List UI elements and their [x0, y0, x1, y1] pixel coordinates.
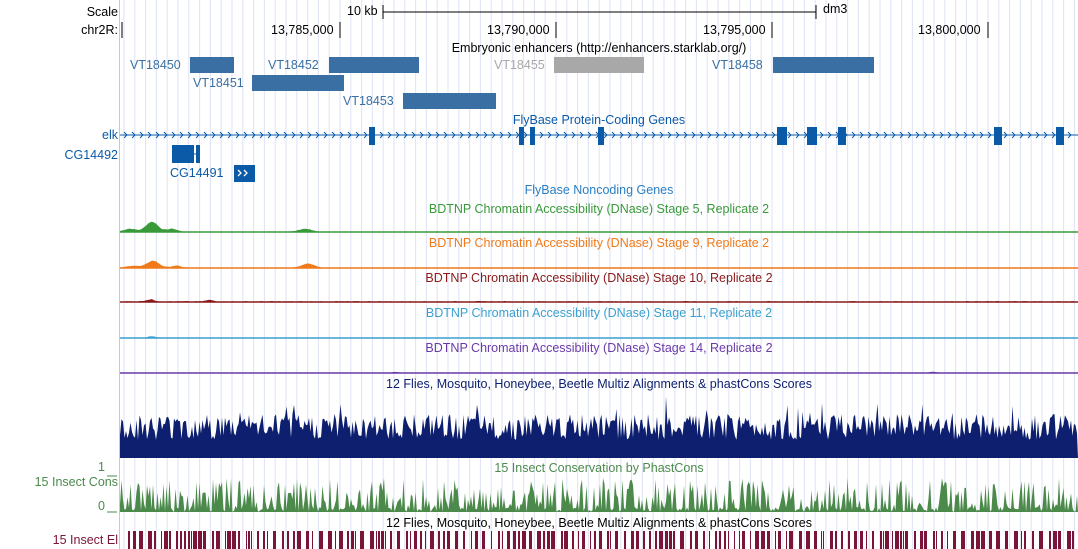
phastcons-track-title[interactable]: 15 Insect Conservation by PhastCons [494, 461, 704, 475]
enhancer-block-vt18452[interactable] [329, 57, 419, 73]
elements-track-title[interactable]: 12 Flies, Mosquito, Honeybee, Beetle Mul… [386, 516, 812, 530]
enhancer-label-vt18453[interactable]: VT18453 [343, 94, 394, 108]
elk-exons[interactable] [369, 127, 1064, 145]
conserved-elements-track[interactable] [128, 531, 1074, 549]
protein-coding-track-title[interactable]: FlyBase Protein-Coding Genes [512, 113, 686, 127]
cg14491-gene-label[interactable]: CG14491 [170, 166, 224, 180]
dnase-stage11-title[interactable]: BDTNP Chromatin Accessibility (DNase) St… [425, 306, 773, 320]
dnase-stage9-title[interactable]: BDTNP Chromatin Accessibility (DNase) St… [428, 236, 770, 250]
ruler-position-2: 13,790,000 [487, 23, 550, 37]
dnase-tracks[interactable] [120, 221, 1078, 374]
phastcons-left-label[interactable]: 15 Insect Cons [34, 475, 118, 489]
ruler-position-3: 13,795,000 [703, 23, 766, 37]
multiz-track-title[interactable]: 12 Flies, Mosquito, Honeybee, Beetle Mul… [386, 377, 812, 391]
cg14491-exon[interactable] [234, 165, 255, 182]
dnase-stage5-track[interactable] [120, 221, 1078, 233]
dnase-stage10-track[interactable] [120, 299, 1078, 303]
cg14492-gene-label[interactable]: CG14492 [64, 148, 118, 162]
dnase-stage11-track[interactable] [120, 336, 1078, 339]
scale-bar-label: 10 kb [347, 4, 378, 18]
cg14491-strand-arrows [237, 169, 248, 177]
enhancer-label-vt18458[interactable]: VT18458 [712, 58, 763, 72]
enhancer-block-vt18450[interactable] [190, 57, 234, 73]
dnase-stage10-title[interactable]: BDTNP Chromatin Accessibility (DNase) St… [425, 271, 773, 285]
ruler-position-1: 13,785,000 [271, 23, 334, 37]
protein-coding-genes-track[interactable] [120, 127, 1078, 182]
enhancer-block-vt18458[interactable] [773, 57, 874, 73]
enhancer-label-vt18450[interactable]: VT18450 [130, 58, 181, 72]
dnase-stage14-track[interactable] [120, 371, 1078, 374]
base-position-ruler[interactable] [121, 5, 989, 38]
phastcons-axis-max: 1 [98, 460, 105, 474]
enhancer-label-vt18452[interactable]: VT18452 [268, 58, 319, 72]
cg14492-exon-small[interactable] [196, 145, 200, 163]
cg14492-exon[interactable] [172, 145, 194, 163]
elk-strand-arrows [123, 131, 1072, 139]
elements-left-label[interactable]: 15 Insect El [52, 533, 118, 547]
elk-gene-label[interactable]: elk [102, 128, 118, 142]
assembly-label: dm3 [823, 2, 848, 16]
multiz-conservation-signal[interactable] [120, 396, 1078, 458]
phastcons-signal [120, 478, 1078, 512]
enhancer-block-vt18455[interactable] [554, 57, 644, 73]
enhancer-block-vt18453[interactable] [403, 93, 496, 109]
dnase-stage9-track[interactable] [120, 260, 1078, 269]
chrom-label: chr2R: [81, 23, 118, 37]
dnase-stage5-title[interactable]: BDTNP Chromatin Accessibility (DNase) St… [428, 202, 770, 216]
enhancer-label-vt18455[interactable]: VT18455 [494, 58, 545, 72]
noncoding-track-title[interactable]: FlyBase Noncoding Genes [524, 183, 674, 197]
ruler-position-4: 13,800,000 [918, 23, 981, 37]
dnase-stage14-title[interactable]: BDTNP Chromatin Accessibility (DNase) St… [425, 341, 773, 355]
enhancer-label-vt18451[interactable]: VT18451 [193, 76, 244, 90]
enhancer-track-title[interactable]: Embryonic enhancers (http://enhancers.st… [451, 41, 747, 55]
enhancer-block-vt18451[interactable] [252, 75, 344, 91]
phastcons-axis-min: 0 [98, 499, 105, 513]
phastcons-track[interactable] [107, 475, 1078, 513]
enhancer-track[interactable] [190, 57, 874, 109]
scale-label: Scale [86, 5, 118, 19]
